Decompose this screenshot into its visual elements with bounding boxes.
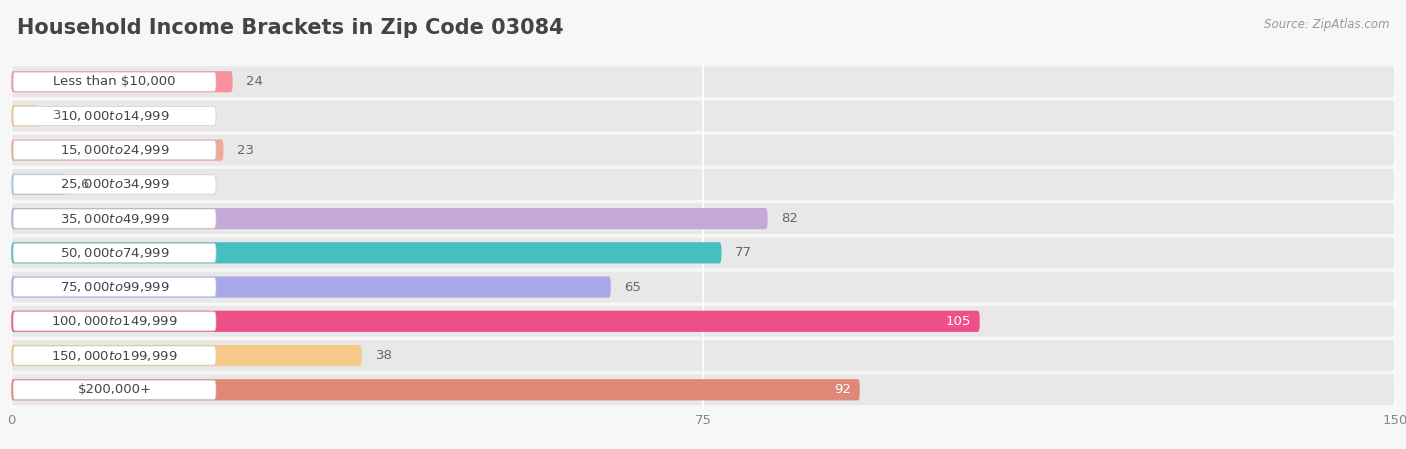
FancyBboxPatch shape bbox=[11, 66, 1395, 97]
FancyBboxPatch shape bbox=[13, 277, 217, 297]
Text: $25,000 to $34,999: $25,000 to $34,999 bbox=[59, 177, 169, 191]
FancyBboxPatch shape bbox=[13, 209, 217, 228]
FancyBboxPatch shape bbox=[11, 311, 980, 332]
Text: Household Income Brackets in Zip Code 03084: Household Income Brackets in Zip Code 03… bbox=[17, 18, 564, 38]
Text: $150,000 to $199,999: $150,000 to $199,999 bbox=[51, 348, 177, 362]
Text: 3: 3 bbox=[53, 110, 62, 123]
Text: 38: 38 bbox=[375, 349, 392, 362]
FancyBboxPatch shape bbox=[13, 380, 217, 399]
Text: Less than $10,000: Less than $10,000 bbox=[53, 75, 176, 88]
FancyBboxPatch shape bbox=[11, 306, 1395, 337]
FancyBboxPatch shape bbox=[11, 169, 1395, 200]
FancyBboxPatch shape bbox=[13, 72, 217, 91]
FancyBboxPatch shape bbox=[11, 203, 1395, 234]
FancyBboxPatch shape bbox=[13, 141, 217, 160]
FancyBboxPatch shape bbox=[11, 374, 1395, 405]
FancyBboxPatch shape bbox=[11, 340, 1395, 371]
Text: $50,000 to $74,999: $50,000 to $74,999 bbox=[59, 246, 169, 260]
FancyBboxPatch shape bbox=[11, 272, 1395, 303]
FancyBboxPatch shape bbox=[13, 243, 217, 262]
FancyBboxPatch shape bbox=[11, 379, 860, 401]
Text: $35,000 to $49,999: $35,000 to $49,999 bbox=[59, 211, 169, 225]
FancyBboxPatch shape bbox=[11, 208, 768, 229]
FancyBboxPatch shape bbox=[11, 106, 39, 127]
FancyBboxPatch shape bbox=[11, 345, 361, 366]
FancyBboxPatch shape bbox=[11, 140, 224, 161]
Text: 6: 6 bbox=[80, 178, 89, 191]
FancyBboxPatch shape bbox=[11, 242, 721, 264]
FancyBboxPatch shape bbox=[11, 71, 232, 92]
Text: 23: 23 bbox=[238, 144, 254, 157]
Text: 92: 92 bbox=[834, 383, 851, 396]
Text: Source: ZipAtlas.com: Source: ZipAtlas.com bbox=[1264, 18, 1389, 31]
Text: 24: 24 bbox=[246, 75, 263, 88]
FancyBboxPatch shape bbox=[11, 101, 1395, 131]
FancyBboxPatch shape bbox=[13, 175, 217, 194]
FancyBboxPatch shape bbox=[13, 312, 217, 331]
Text: $75,000 to $99,999: $75,000 to $99,999 bbox=[59, 280, 169, 294]
Text: 105: 105 bbox=[945, 315, 970, 328]
Text: $15,000 to $24,999: $15,000 to $24,999 bbox=[59, 143, 169, 157]
FancyBboxPatch shape bbox=[13, 346, 217, 365]
FancyBboxPatch shape bbox=[11, 174, 66, 195]
Text: 65: 65 bbox=[624, 281, 641, 294]
FancyBboxPatch shape bbox=[11, 238, 1395, 268]
Text: $10,000 to $14,999: $10,000 to $14,999 bbox=[59, 109, 169, 123]
Text: $200,000+: $200,000+ bbox=[77, 383, 152, 396]
Text: 77: 77 bbox=[735, 247, 752, 260]
Text: $100,000 to $149,999: $100,000 to $149,999 bbox=[51, 314, 177, 328]
Text: 82: 82 bbox=[782, 212, 799, 225]
FancyBboxPatch shape bbox=[13, 106, 217, 126]
FancyBboxPatch shape bbox=[11, 135, 1395, 166]
FancyBboxPatch shape bbox=[11, 277, 610, 298]
